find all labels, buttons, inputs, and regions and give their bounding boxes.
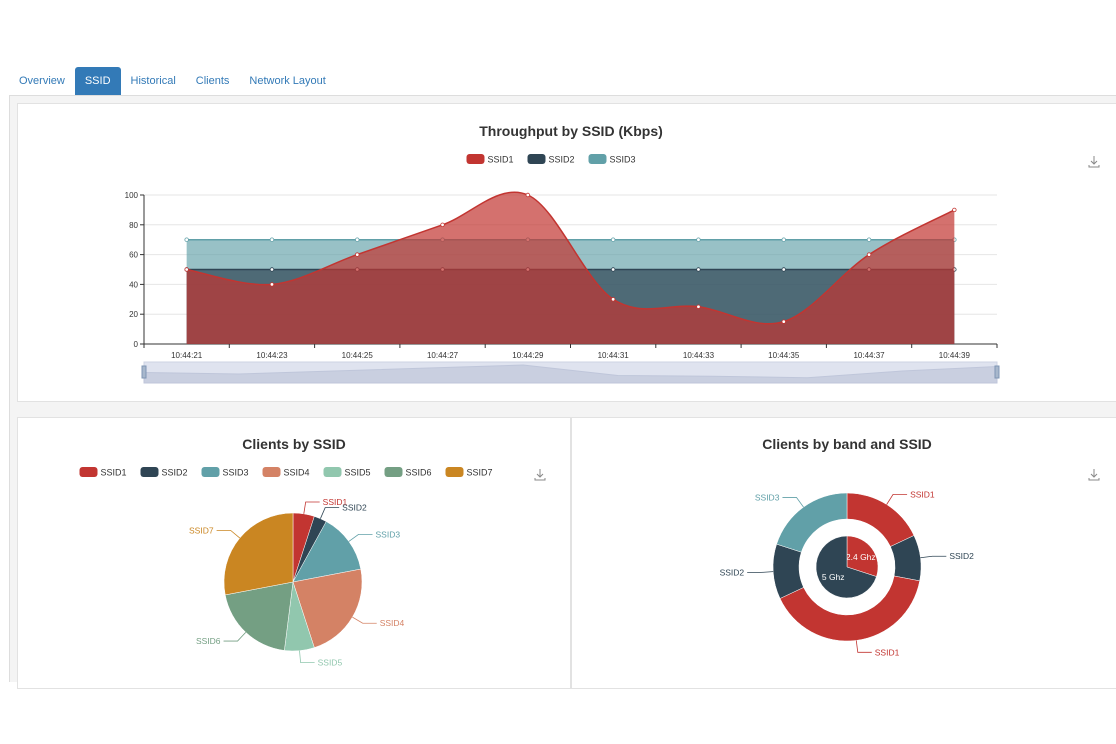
legend-item-ssid3[interactable]: SSID3 [588, 154, 636, 165]
legend-item-ssid1[interactable]: SSID1 [79, 467, 127, 478]
tab-bar: Overview SSID Historical Clients Network… [9, 67, 336, 95]
data-zoom-handle[interactable] [994, 365, 1000, 379]
legend-item-ssid5[interactable]: SSID5 [323, 467, 371, 478]
tab-network-layout[interactable]: Network Layout [249, 75, 326, 87]
legend-item-ssid7[interactable]: SSID7 [445, 467, 493, 478]
data-zoom-preview [143, 364, 998, 384]
legend-label: SSID2 [549, 155, 575, 165]
download-icon-glyph [534, 469, 546, 481]
legend-swatch [588, 154, 607, 164]
legend-swatch [527, 154, 546, 164]
band-inner-slice-5ghz[interactable] [815, 535, 877, 599]
band-inner-slice-24ghz[interactable] [846, 535, 879, 577]
legend-label: SSID5 [345, 468, 371, 478]
download-icon[interactable] [534, 469, 546, 481]
throughput-card: Throughput by SSID (Kbps) [17, 103, 1116, 402]
tab-clients[interactable]: Clients [195, 75, 230, 87]
legend-label: SSID1 [488, 155, 514, 165]
legend-swatch [466, 154, 485, 164]
legend-swatch [79, 467, 98, 477]
tab-ssid[interactable]: SSID [74, 67, 121, 95]
download-icon-glyph [1088, 156, 1100, 168]
throughput-title: Throughput by SSID (Kbps) [479, 123, 663, 139]
tab-overview[interactable]: Overview [19, 75, 65, 87]
legend-label: SSID6 [406, 468, 432, 478]
legend-item-ssid2[interactable]: SSID2 [527, 154, 575, 165]
legend-swatch [323, 467, 342, 477]
legend-item-ssid3[interactable]: SSID3 [201, 467, 249, 478]
legend-swatch [201, 467, 220, 477]
band-outer-slice-ssid3[interactable] [776, 492, 848, 553]
clients-by-band-title: Clients by band and SSID [762, 436, 932, 452]
legend-item-ssid2[interactable]: SSID2 [140, 467, 188, 478]
band-outer-slice-ssid1[interactable] [779, 575, 920, 642]
data-zoom-handle[interactable] [141, 365, 147, 379]
legend-label: SSID4 [284, 468, 310, 478]
legend-label: SSID3 [223, 468, 249, 478]
legend-swatch [140, 467, 159, 477]
download-icon[interactable] [1088, 156, 1100, 168]
legend-swatch [262, 467, 281, 477]
download-icon-glyph [1088, 469, 1100, 481]
download-icon[interactable] [1088, 469, 1100, 481]
legend-label: SSID3 [610, 155, 636, 165]
legend-swatch [384, 467, 403, 477]
data-zoom-slider[interactable] [141, 361, 1000, 384]
legend-label: SSID1 [101, 468, 127, 478]
legend-swatch [445, 467, 464, 477]
clients-by-ssid-title: Clients by SSID [242, 436, 346, 452]
legend-label: SSID7 [467, 468, 493, 478]
legend-item-ssid1[interactable]: SSID1 [466, 154, 514, 165]
legend-item-ssid4[interactable]: SSID4 [262, 467, 310, 478]
legend-label: SSID2 [162, 468, 188, 478]
legend-item-ssid6[interactable]: SSID6 [384, 467, 432, 478]
tab-historical[interactable]: Historical [130, 75, 176, 87]
